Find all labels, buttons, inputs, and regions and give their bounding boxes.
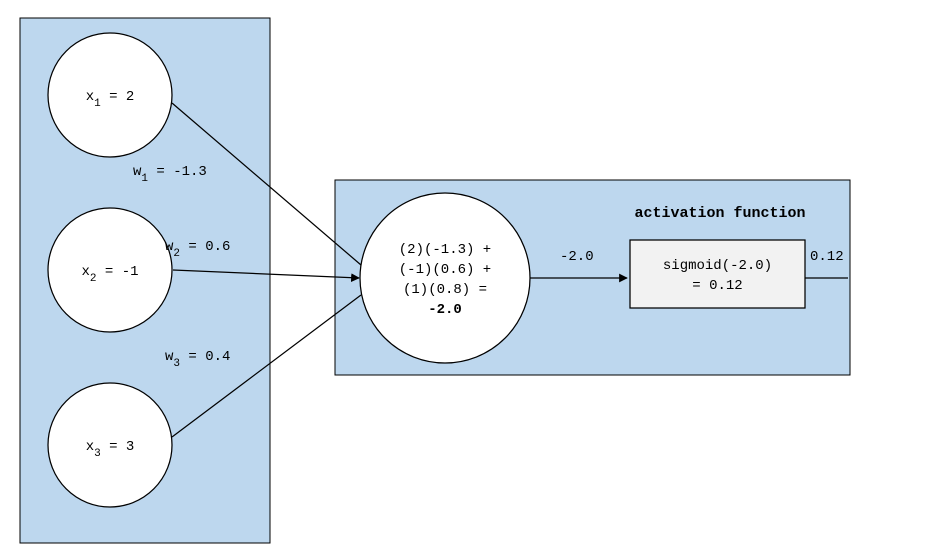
sum-line-1: (-1)(0.6) + [399, 262, 491, 278]
activation-line-0: sigmoid(-2.0) [663, 258, 772, 274]
sum-line-0: (2)(-1.3) + [399, 242, 491, 258]
activation-box [630, 240, 805, 308]
activation-line-1: = 0.12 [692, 278, 742, 294]
sum-node [360, 193, 530, 363]
edge-label-sum-to-act: -2.0 [560, 249, 594, 265]
activation-header: activation function [634, 205, 805, 222]
sum-line-2: (1)(0.8) = [403, 282, 487, 298]
edge-label-act-out: 0.12 [810, 249, 844, 265]
sum-line-3: -2.0 [428, 302, 462, 318]
